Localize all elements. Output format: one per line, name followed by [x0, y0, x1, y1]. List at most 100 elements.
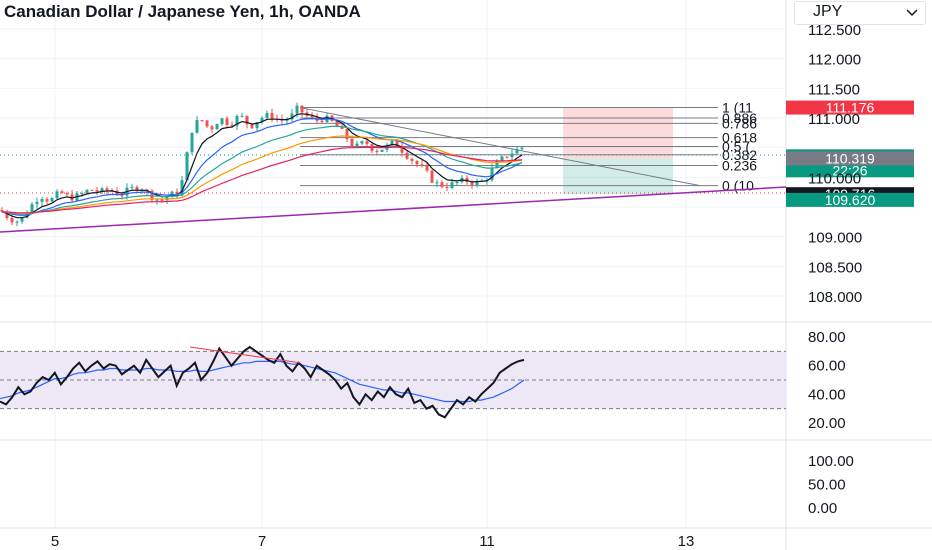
- price-tag: [786, 192, 914, 207]
- candle-body: [425, 165, 429, 171]
- candle-body: [130, 186, 134, 188]
- fib-level-label: 0.886: [722, 110, 757, 126]
- price-tag: [786, 151, 914, 166]
- candle-body: [355, 143, 359, 147]
- fib-level-label: 1 (11: [722, 100, 753, 116]
- candle-body: [135, 186, 139, 191]
- candle-body: [310, 115, 314, 118]
- candle-body: [260, 117, 264, 123]
- candle-body: [435, 182, 439, 184]
- fib-level-label: 0.618: [722, 130, 757, 146]
- candle-body: [60, 191, 64, 194]
- candle-body: [210, 126, 214, 130]
- price-tag-label: 111.176: [826, 100, 875, 116]
- candle-body: [30, 204, 34, 214]
- ma-red: [1, 146, 523, 214]
- candle-body: [215, 124, 219, 130]
- stop-zone: [563, 107, 673, 159]
- candle-body: [350, 138, 354, 147]
- candle-body: [245, 115, 249, 125]
- candle-body: [225, 118, 229, 125]
- candle-body: [345, 128, 349, 139]
- candle-body: [45, 199, 49, 202]
- candle-body: [490, 168, 494, 180]
- candle-body: [505, 156, 509, 158]
- candle-body: [445, 186, 449, 189]
- candle-body: [195, 120, 199, 133]
- x-tick-label: 11: [479, 533, 495, 550]
- candle-body: [180, 180, 184, 196]
- fib-level-label: 0.236: [722, 157, 757, 173]
- price-tag-label: 109.620: [825, 192, 876, 208]
- volume-tick-label: 100.00: [808, 453, 854, 470]
- candle-body: [205, 120, 209, 127]
- candle-body: [335, 120, 339, 127]
- fib-level-label: 0.382: [722, 147, 757, 163]
- candle-body: [300, 105, 304, 113]
- price-tag-label: 110.319: [825, 150, 875, 166]
- candle-body: [175, 191, 179, 196]
- rsi-tick-label: 20.00: [808, 415, 846, 432]
- candle-body: [55, 191, 59, 199]
- candle-body: [320, 120, 324, 123]
- candle-body: [410, 158, 414, 161]
- candle-body: [295, 105, 299, 114]
- y-tick-label: 108.000: [808, 289, 862, 306]
- candle-body: [475, 180, 479, 186]
- currency-selector[interactable]: JPY: [794, 1, 926, 25]
- ma-blue: [1, 118, 523, 216]
- candle-body: [430, 170, 434, 183]
- candle-body: [415, 160, 419, 165]
- candle-body: [240, 115, 244, 117]
- x-tick-label: 5: [51, 533, 59, 550]
- candle-body: [515, 148, 519, 154]
- candle-body: [35, 201, 39, 205]
- ma-black: [1, 113, 523, 219]
- candle-body: [465, 177, 469, 183]
- candle-body: [105, 188, 109, 191]
- price-tag: [786, 100, 914, 115]
- price-tag-countdown: 22:26: [832, 162, 867, 178]
- candle-body: [190, 132, 194, 153]
- candle-body: [500, 156, 504, 162]
- candle-body: [95, 190, 99, 192]
- candle-body: [255, 122, 259, 129]
- candle-body: [495, 161, 499, 169]
- candle-body: [510, 153, 514, 158]
- volume-tick-label: 0.00: [808, 500, 837, 517]
- candle-body: [15, 221, 19, 223]
- candle-body: [115, 190, 119, 196]
- volume-tick-label: 50.00: [808, 477, 846, 494]
- y-tick-label: 111.000: [808, 111, 860, 128]
- candle-body: [365, 141, 369, 145]
- fib-level-label: 0.786: [722, 115, 757, 131]
- y-tick-label: 112.500: [808, 22, 861, 39]
- candle-body: [185, 152, 189, 181]
- candle-body: [0, 209, 4, 212]
- candle-body: [360, 141, 364, 144]
- candle-body: [440, 182, 444, 187]
- candle-body: [155, 199, 159, 201]
- candle-body: [400, 146, 404, 153]
- ma-teal: [1, 125, 523, 215]
- rsi-divergence-line: [189, 346, 301, 364]
- candle-body: [65, 193, 69, 195]
- candle-body: [50, 198, 54, 202]
- candle-body: [450, 182, 454, 189]
- y-tick-label: 111.500: [808, 81, 860, 98]
- candle-body: [85, 189, 89, 194]
- y-tick-label: 112.000: [808, 52, 861, 69]
- trend-line: [0, 186, 787, 233]
- ma-orange: [1, 135, 523, 214]
- candle-body: [520, 147, 524, 149]
- fib-trend-line: [299, 107, 701, 187]
- candle-body: [235, 116, 239, 126]
- candle-body: [20, 217, 24, 222]
- candle-body: [265, 113, 269, 118]
- candle-body: [375, 150, 379, 152]
- fib-level-label: 0 (10: [722, 178, 754, 194]
- candle-body: [230, 124, 234, 126]
- candle-body: [340, 126, 344, 129]
- candle-body: [380, 149, 384, 152]
